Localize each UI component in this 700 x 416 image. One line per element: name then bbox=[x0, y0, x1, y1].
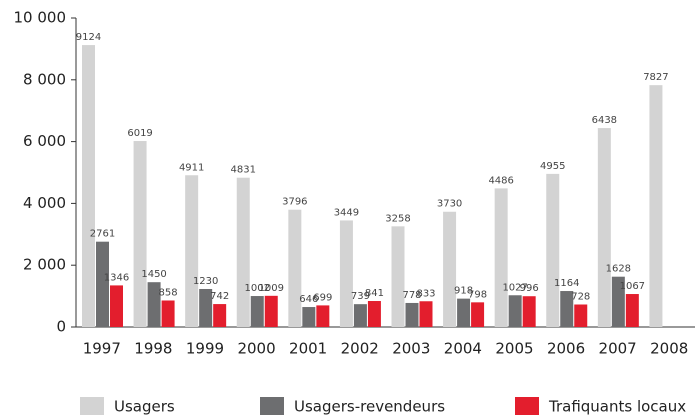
bar bbox=[213, 304, 227, 327]
value-label: 4955 bbox=[540, 161, 565, 172]
bar bbox=[82, 45, 95, 328]
legend-swatch bbox=[80, 397, 104, 415]
x-tick-label: 2002 bbox=[341, 340, 379, 358]
value-label: 798 bbox=[468, 289, 487, 300]
bar bbox=[199, 288, 213, 327]
value-label: 3449 bbox=[334, 207, 359, 218]
value-label: 1346 bbox=[104, 272, 129, 283]
bar bbox=[419, 301, 433, 327]
x-tick-label: 2008 bbox=[650, 340, 688, 358]
legend-label: Usagers bbox=[114, 398, 175, 416]
bar bbox=[625, 294, 639, 327]
value-label: 841 bbox=[365, 288, 384, 299]
bar bbox=[522, 296, 536, 327]
value-label: 833 bbox=[416, 288, 435, 299]
x-tick-label: 2001 bbox=[289, 340, 327, 358]
value-label: 1164 bbox=[554, 278, 579, 289]
bar bbox=[574, 304, 588, 327]
x-tick-label: 1997 bbox=[83, 340, 121, 358]
x-tick-label: 1999 bbox=[186, 340, 224, 358]
y-tick-label: 4 000 bbox=[23, 194, 66, 212]
bar bbox=[546, 173, 560, 327]
value-label: 646 bbox=[299, 294, 318, 305]
legend-label: Usagers-revendeurs bbox=[294, 398, 445, 416]
bar bbox=[471, 302, 485, 327]
value-label: 1009 bbox=[259, 283, 284, 294]
value-label: 1067 bbox=[620, 281, 645, 292]
bar bbox=[161, 300, 175, 327]
bar bbox=[597, 128, 611, 327]
x-tick-label: 2006 bbox=[547, 340, 585, 358]
bar bbox=[316, 305, 330, 327]
value-label: 1027 bbox=[502, 282, 527, 293]
value-label: 1450 bbox=[141, 269, 166, 280]
legend-swatch bbox=[260, 397, 284, 415]
value-label: 6019 bbox=[127, 128, 152, 139]
value-label: 742 bbox=[210, 291, 229, 302]
value-label: 4831 bbox=[231, 165, 256, 176]
value-label: 1628 bbox=[606, 264, 631, 275]
bar bbox=[405, 302, 419, 327]
y-tick-label: 8 000 bbox=[23, 70, 66, 88]
x-tick-label: 1998 bbox=[134, 340, 172, 358]
value-label: 1230 bbox=[193, 276, 218, 287]
bar bbox=[288, 209, 302, 327]
bar bbox=[391, 226, 405, 327]
bar bbox=[264, 295, 278, 327]
bar bbox=[339, 220, 353, 327]
bar bbox=[560, 291, 574, 327]
bar bbox=[443, 211, 457, 327]
value-label: 739 bbox=[351, 291, 370, 302]
value-label: 9124 bbox=[76, 32, 101, 43]
value-label: 996 bbox=[520, 283, 539, 294]
bar bbox=[250, 296, 264, 327]
value-label: 2761 bbox=[90, 229, 115, 240]
bar bbox=[353, 304, 367, 327]
bar bbox=[457, 298, 471, 327]
value-label: 4911 bbox=[179, 162, 204, 173]
x-tick-label: 2004 bbox=[444, 340, 482, 358]
x-tick-label: 2000 bbox=[237, 340, 275, 358]
bar bbox=[494, 188, 508, 327]
value-label: 918 bbox=[454, 286, 473, 297]
legend-label: Trafiquants locaux bbox=[548, 398, 686, 416]
y-tick-label: 6 000 bbox=[23, 132, 66, 150]
value-label: 728 bbox=[571, 292, 590, 303]
bar bbox=[611, 276, 625, 327]
value-label: 778 bbox=[402, 290, 421, 301]
bar bbox=[367, 301, 381, 327]
bar bbox=[96, 241, 109, 327]
value-label: 1002 bbox=[245, 283, 270, 294]
legend-swatch bbox=[515, 397, 539, 415]
value-label: 6438 bbox=[592, 115, 617, 126]
value-label: 858 bbox=[159, 287, 178, 298]
value-label: 4486 bbox=[488, 175, 513, 186]
x-tick-label: 2003 bbox=[392, 340, 430, 358]
value-label: 7827 bbox=[643, 72, 668, 83]
y-tick-label: 0 bbox=[56, 318, 66, 336]
bar bbox=[110, 285, 123, 327]
value-label: 699 bbox=[313, 292, 332, 303]
y-tick-label: 10 000 bbox=[14, 9, 67, 27]
y-tick-label: 2 000 bbox=[23, 256, 66, 274]
bar bbox=[302, 307, 316, 327]
bar bbox=[133, 141, 147, 327]
value-label: 3258 bbox=[385, 213, 410, 224]
value-label: 3796 bbox=[282, 197, 307, 208]
bar bbox=[649, 85, 663, 328]
value-label: 3730 bbox=[437, 199, 462, 210]
x-tick-label: 2005 bbox=[495, 340, 533, 358]
bar bbox=[508, 295, 522, 327]
bar bbox=[185, 175, 199, 327]
bar bbox=[236, 177, 250, 327]
x-tick-label: 2007 bbox=[599, 340, 637, 358]
bar bbox=[147, 282, 161, 327]
